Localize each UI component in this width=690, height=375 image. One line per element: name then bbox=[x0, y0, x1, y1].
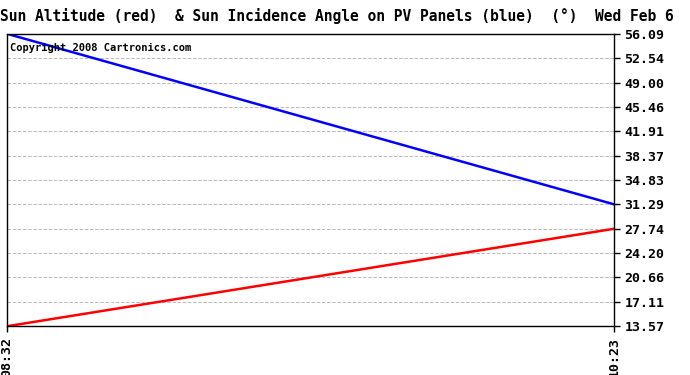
Text: Copyright 2008 Cartronics.com: Copyright 2008 Cartronics.com bbox=[10, 42, 191, 52]
Text: Sun Altitude (red)  & Sun Incidence Angle on PV Panels (blue)  (°)  Wed Feb 6  1: Sun Altitude (red) & Sun Incidence Angle… bbox=[0, 8, 690, 24]
